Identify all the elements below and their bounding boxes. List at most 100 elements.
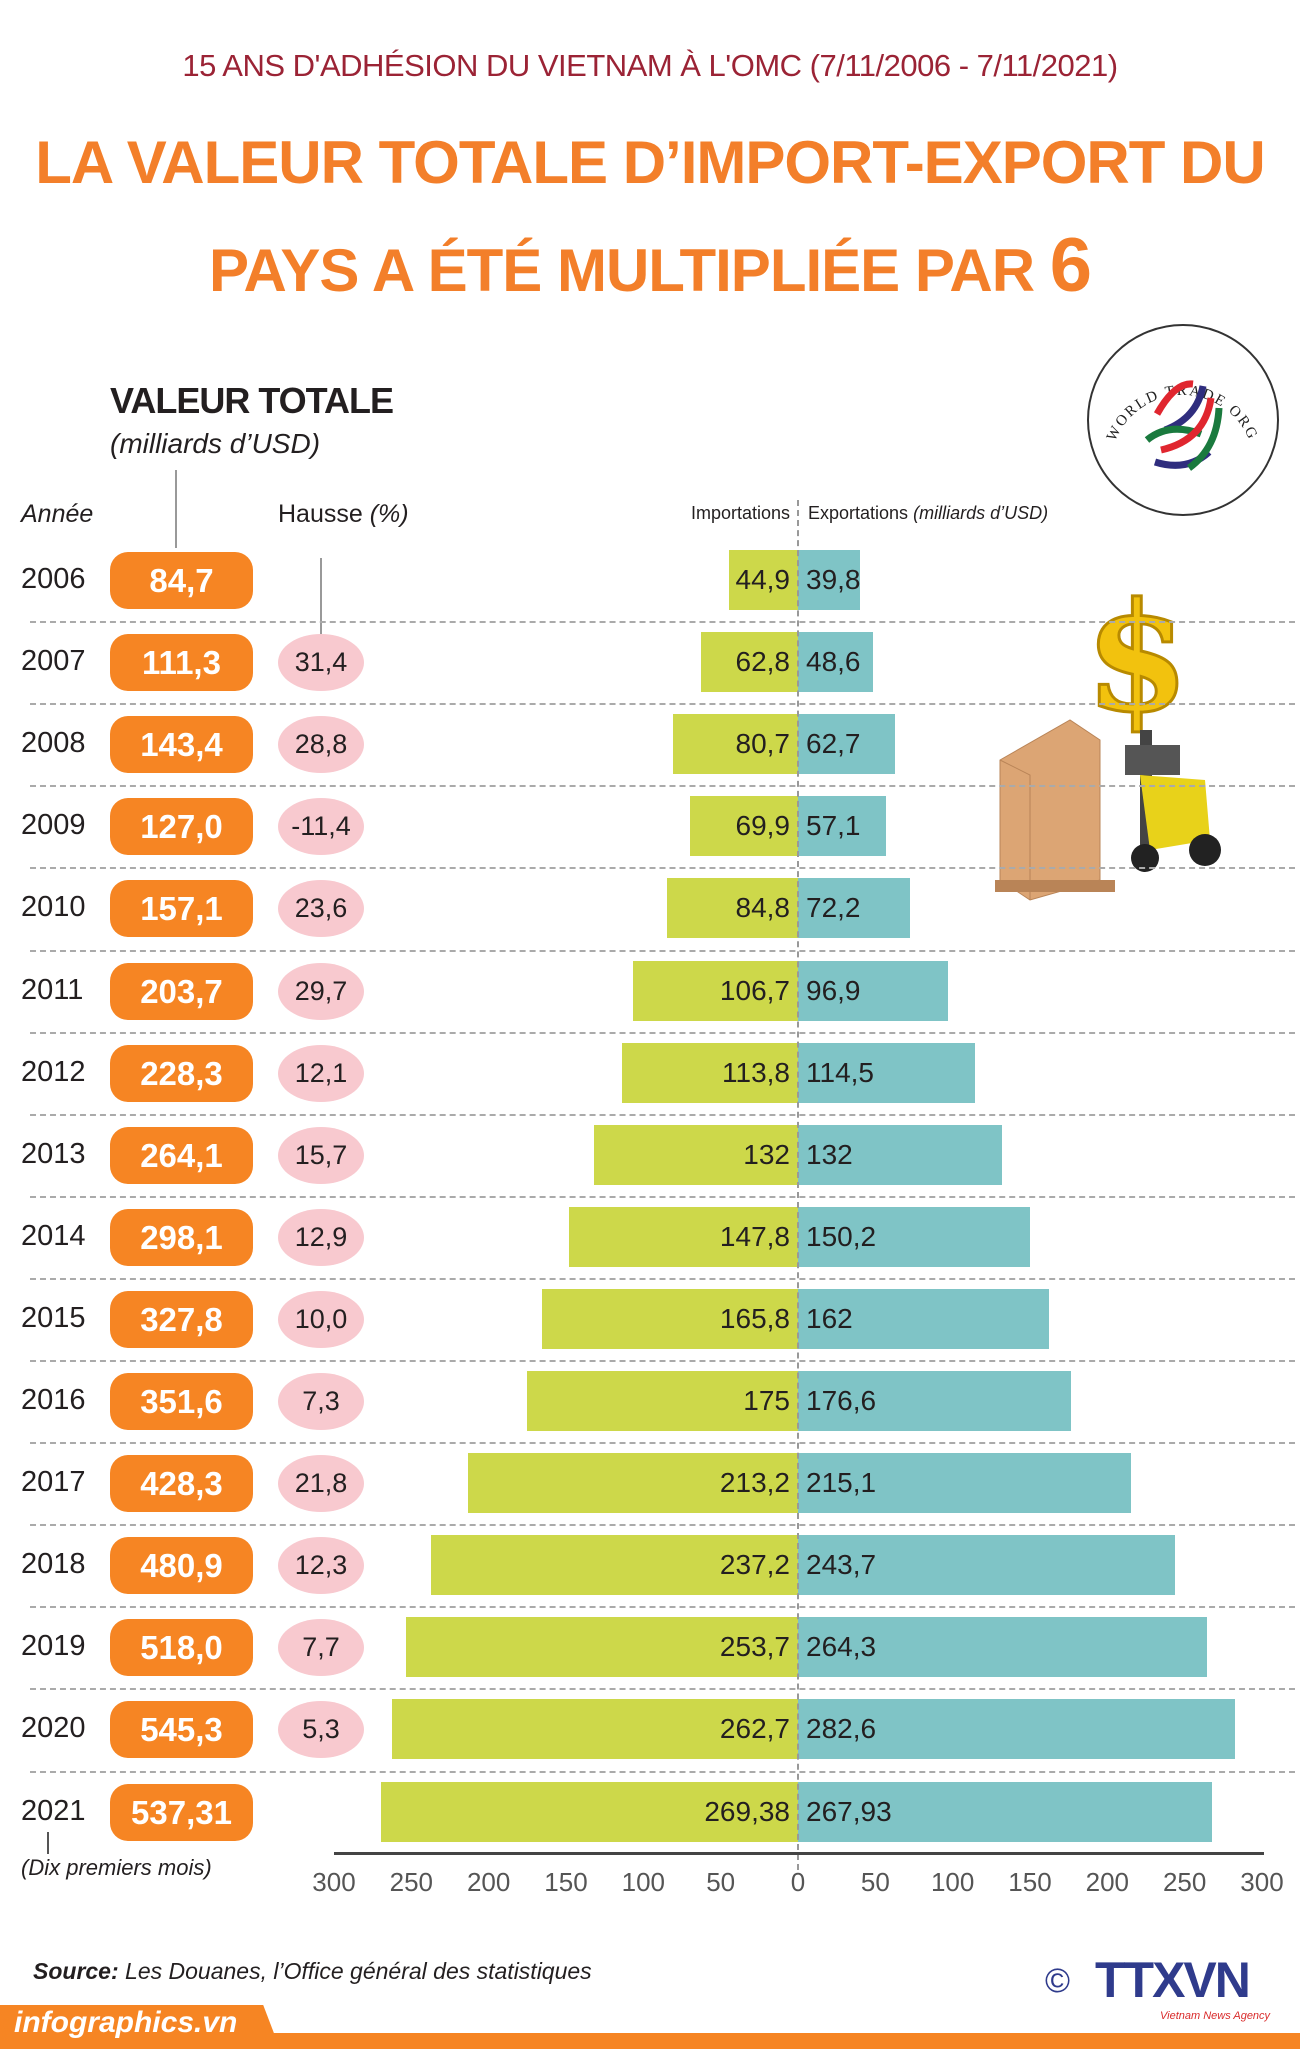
year-label: 2008 — [21, 727, 86, 760]
export-bar — [798, 1781, 1213, 1842]
total-value-pill: 428,3 — [110, 1455, 253, 1513]
export-bar — [798, 1124, 1003, 1185]
import-value-label: 106,7 — [719, 974, 790, 1006]
total-value-pill: 327,8 — [110, 1290, 253, 1348]
import-value-label: 69,9 — [735, 810, 791, 842]
row-separator — [30, 1277, 1295, 1280]
x-tick-label: 150 — [544, 1867, 588, 1897]
hausse-badge: 23,6 — [278, 880, 364, 938]
site-link[interactable]: infographics.vn — [14, 2006, 238, 2039]
import-value-label: 269,38 — [704, 1795, 790, 1827]
year-label: 2009 — [21, 809, 86, 842]
import-value-label: 253,7 — [719, 1631, 790, 1663]
import-bar — [405, 1617, 798, 1678]
exports-unit: (milliards d’USD) — [913, 503, 1049, 523]
source-text: Les Douanes, l’Office général des statis… — [118, 1958, 592, 1984]
year-column-header: Année — [21, 500, 94, 528]
import-bar — [593, 1124, 798, 1185]
year-label: 2021 — [21, 1794, 86, 1827]
row-separator — [30, 949, 1295, 952]
import-bar — [431, 1535, 798, 1596]
row-separator — [30, 1195, 1295, 1198]
export-bar — [798, 878, 910, 939]
imports-legend: Importations — [690, 503, 790, 523]
x-tick-label: 50 — [860, 1867, 890, 1897]
total-value-unit: (milliards d’USD) — [110, 428, 321, 459]
forklift-dollar-illustration: $ — [995, 580, 1221, 901]
hausse-badge: 5,3 — [278, 1701, 364, 1759]
total-value-pill: 480,9 — [110, 1537, 253, 1595]
hausse-badge: 12,1 — [278, 1044, 364, 1102]
export-value-label: 48,6 — [806, 646, 861, 678]
x-tick-label: 300 — [312, 1867, 356, 1897]
agency-subtitle: Vietnam News Agency — [1160, 2010, 1271, 2022]
export-value-label: 132 — [806, 1138, 853, 1170]
export-value-label: 57,1 — [806, 810, 861, 842]
total-value-pill: 298,1 — [110, 1208, 253, 1266]
hausse-badge: 12,3 — [278, 1537, 364, 1595]
exports-label: Exportations — [808, 503, 909, 523]
title-line-2: PAYS A ÉTÉ MULTIPLIÉE PAR 6 — [0, 222, 1300, 309]
x-tick-label: 50 — [706, 1867, 736, 1897]
export-value-label: 176,6 — [806, 1385, 877, 1416]
hausse-badge: 15,7 — [278, 1126, 364, 1184]
export-bar — [798, 550, 860, 610]
x-tick-label: 250 — [389, 1867, 434, 1897]
year-label: 2012 — [21, 1055, 86, 1088]
x-tick-label: 300 — [1240, 1867, 1284, 1897]
footer-bar — [0, 2033, 1300, 2049]
export-value-label: 215,1 — [806, 1467, 877, 1499]
connector-line — [320, 558, 322, 640]
ttxvn-logo: TTXVN — [1095, 1952, 1251, 2008]
x-tick-label: 200 — [1085, 1867, 1130, 1897]
total-value-heading: VALEUR TOTALE — [110, 380, 394, 421]
row-separator — [30, 1113, 1295, 1116]
export-value-label: 267,93 — [806, 1795, 892, 1827]
export-value-label: 39,8 — [806, 564, 861, 595]
row-separator — [30, 785, 1295, 788]
total-value-pill: 127,0 — [110, 798, 253, 856]
year-label: 2014 — [21, 1219, 86, 1252]
x-tick-label: 100 — [930, 1867, 975, 1897]
wto-logo: WORLD TRADE ORGANIZATION — [1085, 322, 1279, 516]
hausse-badge: -11,4 — [278, 798, 364, 856]
import-value-label: 132 — [743, 1138, 790, 1170]
note-2021: (Dix premiers mois) — [21, 1855, 212, 1880]
exports-legend: Exportations (milliards d’USD) — [808, 502, 1048, 524]
year-label: 2016 — [21, 1384, 86, 1416]
total-value-pill: 157,1 — [110, 880, 253, 938]
export-bar — [798, 960, 948, 1021]
x-tick-label: 150 — [1008, 1867, 1052, 1897]
year-label: 2011 — [21, 973, 84, 1006]
year-label: 2015 — [21, 1301, 86, 1334]
year-label: 2020 — [21, 1712, 86, 1745]
export-value-label: 282,6 — [806, 1713, 877, 1745]
hausse-unit: (%) — [369, 500, 409, 528]
hausse-label: Hausse — [278, 500, 363, 528]
hausse-badge: 10,0 — [278, 1290, 364, 1348]
row-separator — [30, 867, 1295, 870]
import-bar — [468, 1453, 798, 1514]
import-bar — [381, 1781, 798, 1842]
title-text: PAYS A ÉTÉ MULTIPLIÉE PAR — [208, 237, 1050, 304]
row-separator — [30, 1606, 1295, 1609]
import-value-label: 44,9 — [735, 564, 791, 595]
hausse-badge: 12,9 — [278, 1208, 364, 1266]
import-bar — [666, 878, 798, 939]
total-value-pill: 111,3 — [110, 634, 253, 692]
export-value-label: 72,2 — [806, 892, 861, 924]
import-value-label: 165,8 — [719, 1302, 790, 1334]
hausse-badge: 28,8 — [278, 716, 364, 774]
year-label: 2013 — [21, 1137, 86, 1170]
connector-line — [47, 1832, 49, 1854]
export-value-label: 162 — [806, 1302, 853, 1334]
row-separator — [30, 1031, 1295, 1034]
import-bar — [689, 796, 798, 857]
total-value-pill: 537,31 — [110, 1783, 253, 1841]
export-bar — [798, 1535, 1175, 1596]
import-value-label: 147,8 — [719, 1220, 790, 1252]
x-tick-label: 100 — [621, 1867, 666, 1897]
export-bar — [798, 632, 874, 693]
title-number: 6 — [1049, 223, 1092, 308]
import-value-label: 213,2 — [719, 1467, 790, 1499]
